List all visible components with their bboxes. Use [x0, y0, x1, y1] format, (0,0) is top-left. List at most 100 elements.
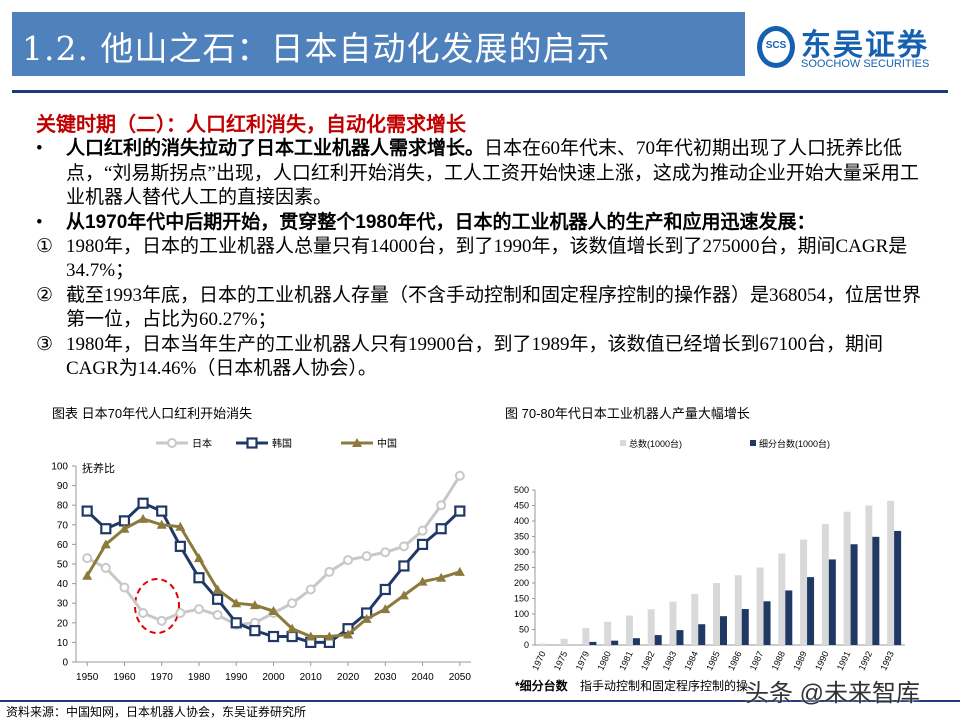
highlight-ellipse: [134, 578, 180, 634]
bullet-bold: 从1970年代中后期开始，贯穿整个1980年代，日本的工业机器人的生产和应用迅速…: [66, 211, 816, 233]
bullet-bold: 人口红利的消失拉动了日本工业机器人需求增长。: [66, 138, 485, 160]
legend-marker: [352, 438, 362, 447]
bar: [691, 593, 699, 645]
marker: [417, 525, 428, 536]
marker: [398, 541, 409, 552]
marker: [380, 547, 391, 558]
bar: [887, 500, 895, 645]
marker: [174, 540, 186, 552]
bar: [669, 601, 677, 645]
bar: [625, 615, 633, 645]
marker: [436, 572, 447, 582]
y-tick-label: 450: [514, 501, 529, 511]
marker: [343, 629, 354, 639]
header-band: 1.2. 他山之石：日本自动化发展的启示: [12, 12, 745, 76]
bullet-text: 人口红利的消失拉动了日本工业机器人需求增长。日本在60年代末、70年代初期出现了…: [66, 137, 924, 210]
series-line: [85, 517, 461, 639]
bar: [894, 530, 902, 645]
bar: [778, 553, 786, 645]
bullet-text: 1980年，日本当年生产的工业机器人只有19900台，到了1989年，该数值已经…: [66, 333, 924, 382]
footer-rule: [0, 700, 960, 702]
marker: [324, 631, 335, 641]
marker: [286, 630, 298, 643]
y-tick-label: 30: [57, 599, 69, 610]
legend-label: 细分台数(1000台): [759, 438, 830, 449]
bar: [807, 577, 815, 645]
y-tick-label: 200: [514, 578, 529, 588]
bar: [604, 621, 612, 645]
legend-marker: [246, 437, 258, 449]
y-tick-label: 500: [514, 485, 529, 495]
logo-mark: SCS: [757, 26, 795, 68]
y-tick-label: 20: [57, 618, 69, 629]
note-label: *细分台数: [515, 678, 569, 693]
x-tick-label: 2050: [449, 672, 472, 683]
marker: [380, 604, 391, 614]
bullet-item: • 人口红利的消失拉动了日本工业机器人需求增长。日本在60年代末、70年代初期出现…: [36, 137, 924, 210]
bar: [698, 624, 706, 645]
y-tick-label: 100: [514, 609, 529, 619]
marker: [100, 562, 111, 573]
marker: [156, 519, 167, 529]
bullet-item: ② 截至1993年底，日本的工业机器人存量（不含手动控制和固定程序控制的操作器）是…: [36, 284, 924, 333]
marker: [268, 606, 279, 616]
x-tick-label: 1980: [595, 650, 613, 672]
bar: [611, 640, 619, 645]
marker: [156, 505, 168, 517]
marker: [212, 584, 223, 594]
bar: [756, 567, 764, 645]
marker: [249, 625, 261, 637]
marker: [343, 555, 354, 566]
bullet-body: 日本在60年代末、70年代初期出现了人口抚养比低点，“刘易斯拐点”出现，人口红利…: [66, 138, 919, 209]
marker: [119, 582, 130, 593]
body-heading: 关键时期（二）：人口红利消失，自动化需求增长: [36, 114, 466, 136]
x-tick-label: 1990: [225, 672, 248, 683]
bullet-text: 从1970年代中后期开始，贯穿整个1980年代，日本的工业机器人的生产和应用迅速…: [66, 211, 816, 235]
x-tick-label: 2040: [411, 672, 434, 683]
x-tick-label: 1989: [791, 650, 809, 672]
bar: [734, 575, 742, 645]
logo: SCS 东吴证券 SOOCHOW SECURITIES: [757, 22, 952, 74]
marker: [305, 631, 316, 641]
logo-sub: SOOCHOW SECURITIES: [801, 58, 930, 70]
bar: [843, 511, 851, 645]
bar: [582, 627, 590, 645]
x-tick-label: 1985: [704, 650, 722, 672]
bullet-text: 截至1993年底，日本的工业机器人存量（不含手动控制和固定程序控制的操作器）是3…: [66, 284, 924, 333]
header-rule: [12, 90, 948, 93]
x-tick-label: 2000: [262, 672, 285, 683]
x-tick-label: 1975: [552, 650, 570, 672]
x-tick-label: 1982: [639, 650, 657, 672]
x-tick-label: 1986: [726, 650, 744, 672]
chart-title: 图表 日本70年代人口红利开始消失: [52, 406, 252, 421]
marker: [361, 613, 372, 623]
marker: [156, 615, 167, 626]
marker: [175, 608, 186, 618]
watermark: 头条 @未来智库: [745, 680, 921, 707]
chart-title: 图 70-80年代日本工业机器人产量大幅增长: [505, 406, 750, 421]
y-tick-label: 60: [57, 540, 69, 551]
bar: [538, 643, 546, 645]
y-tick-label: 40: [57, 579, 69, 590]
x-tick-label: 1988: [770, 650, 788, 672]
bar: [821, 524, 829, 645]
marker: [100, 539, 111, 549]
marker: [137, 497, 149, 509]
x-tick-label: 2010: [300, 672, 323, 683]
x-tick-label: 1981: [617, 650, 635, 672]
bar: [632, 638, 640, 645]
body: 关键时期（二）：人口红利消失，自动化需求增长 • 人口红利的消失拉动了日本工业机器…: [36, 113, 924, 381]
bar: [647, 609, 655, 645]
x-tick-label: 1960: [113, 672, 136, 683]
logo-name: 东吴证券: [801, 29, 929, 62]
marker: [361, 551, 372, 562]
header-title: 1.2. 他山之石：日本自动化发展的启示: [22, 29, 611, 68]
annotation: 抚养比: [82, 461, 115, 475]
y-tick-label: 0: [524, 640, 529, 650]
bar: [720, 616, 727, 645]
bullet-body: 1980年，日本当年生产的工业机器人只有19900台，到了1989年，该数值已经…: [66, 333, 884, 380]
y-tick-label: 70: [57, 520, 69, 531]
bar: [800, 539, 808, 645]
marker: [175, 521, 186, 531]
